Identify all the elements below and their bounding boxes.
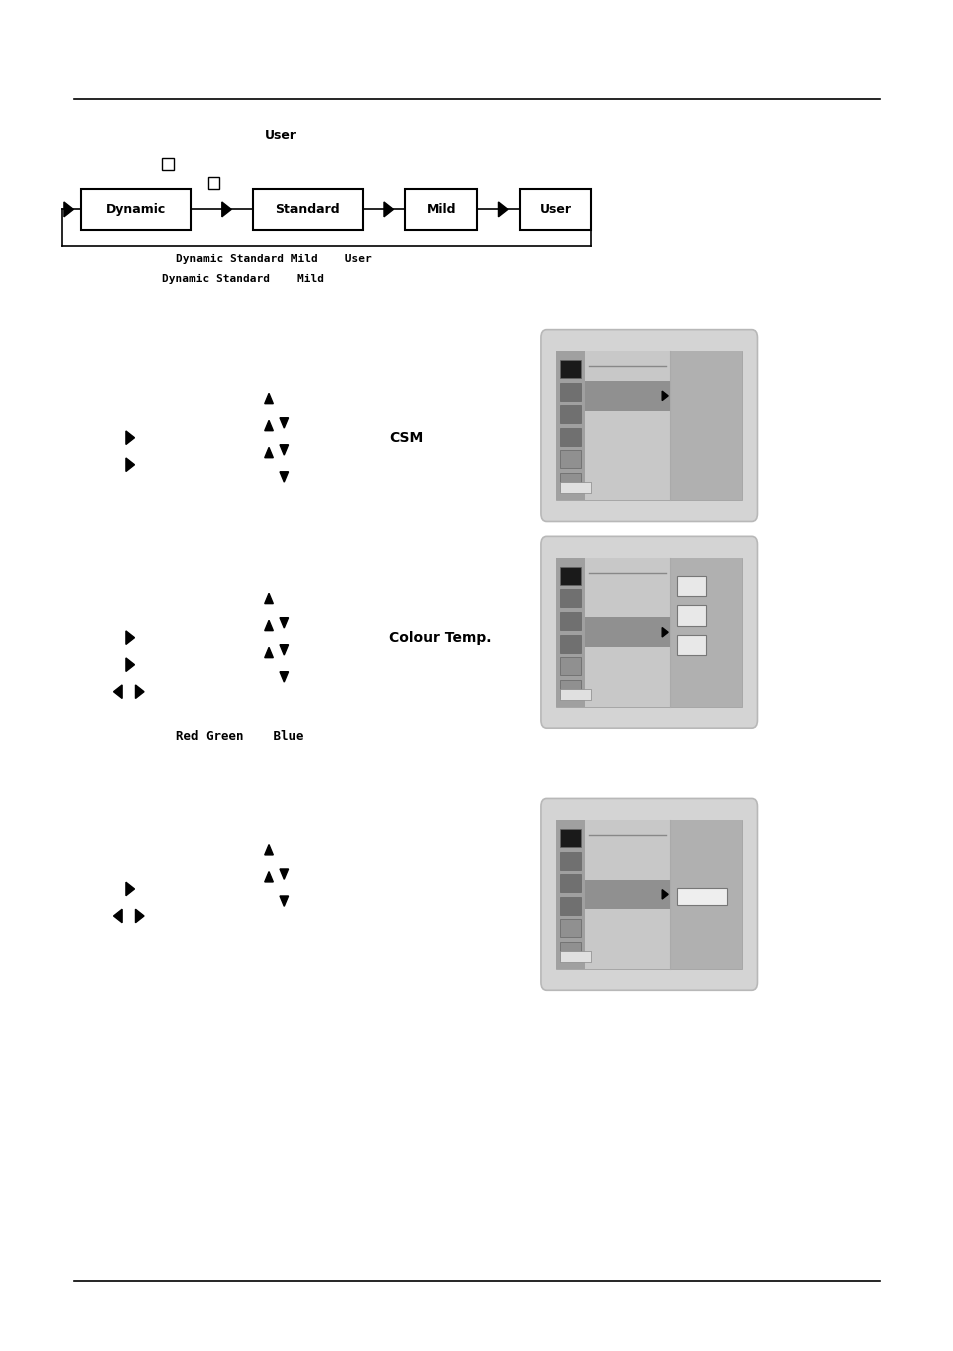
Bar: [559, 589, 580, 608]
Text: CSM: CSM: [389, 431, 423, 444]
Bar: [559, 567, 580, 585]
Text: Red Green    Blue: Red Green Blue: [176, 730, 304, 743]
Polygon shape: [264, 593, 273, 604]
Polygon shape: [264, 420, 273, 431]
Bar: [559, 382, 580, 401]
Text: Standard: Standard: [275, 203, 339, 216]
Bar: [559, 361, 580, 378]
Polygon shape: [661, 392, 667, 401]
Polygon shape: [264, 871, 273, 882]
Bar: [559, 874, 580, 892]
Polygon shape: [383, 203, 393, 216]
Text: User: User: [539, 203, 571, 216]
Bar: [208, 177, 219, 189]
Bar: [519, 189, 591, 230]
Bar: [559, 612, 580, 630]
Bar: [559, 919, 580, 938]
Polygon shape: [280, 671, 288, 682]
Bar: [556, 351, 584, 500]
FancyBboxPatch shape: [540, 536, 757, 728]
Bar: [584, 381, 669, 411]
Polygon shape: [264, 647, 273, 658]
Polygon shape: [113, 909, 122, 923]
Bar: [253, 189, 362, 230]
Bar: [559, 482, 590, 493]
Bar: [556, 558, 741, 707]
Polygon shape: [280, 896, 288, 907]
Bar: [556, 351, 741, 500]
Bar: [677, 888, 726, 905]
Bar: [677, 605, 705, 626]
Text: Dynamic: Dynamic: [106, 203, 166, 216]
Bar: [584, 558, 669, 707]
FancyBboxPatch shape: [540, 330, 757, 521]
Text: Mild: Mild: [426, 203, 456, 216]
Bar: [559, 951, 590, 962]
Polygon shape: [135, 685, 144, 698]
Bar: [559, 680, 580, 697]
Bar: [162, 158, 173, 170]
Polygon shape: [64, 203, 73, 216]
Polygon shape: [661, 628, 667, 638]
Polygon shape: [113, 685, 122, 698]
Bar: [559, 942, 580, 959]
Polygon shape: [280, 417, 288, 428]
Bar: [559, 450, 580, 469]
Bar: [559, 635, 580, 653]
Bar: [556, 820, 584, 969]
Bar: [405, 189, 476, 230]
Bar: [584, 351, 741, 500]
Bar: [556, 558, 584, 707]
Polygon shape: [126, 882, 134, 896]
Bar: [559, 830, 580, 847]
Polygon shape: [264, 393, 273, 404]
Polygon shape: [126, 658, 134, 671]
Bar: [559, 473, 580, 490]
Polygon shape: [264, 447, 273, 458]
Polygon shape: [264, 620, 273, 631]
Bar: [677, 635, 705, 655]
Polygon shape: [264, 844, 273, 855]
Polygon shape: [126, 631, 134, 644]
Polygon shape: [661, 890, 667, 900]
Polygon shape: [135, 909, 144, 923]
Text: Dynamic Standard Mild    User: Dynamic Standard Mild User: [176, 254, 372, 263]
Bar: [559, 405, 580, 423]
FancyBboxPatch shape: [540, 798, 757, 990]
Polygon shape: [126, 431, 134, 444]
Bar: [559, 689, 590, 700]
Text: Colour Temp.: Colour Temp.: [389, 631, 491, 644]
Polygon shape: [280, 617, 288, 628]
Polygon shape: [280, 644, 288, 655]
Bar: [584, 880, 669, 909]
Text: Dynamic Standard    Mild: Dynamic Standard Mild: [162, 274, 324, 284]
Bar: [584, 351, 669, 500]
Bar: [584, 820, 741, 969]
Polygon shape: [126, 458, 134, 471]
Bar: [556, 820, 741, 969]
Bar: [584, 558, 741, 707]
Text: User: User: [265, 128, 297, 142]
Bar: [559, 897, 580, 915]
Bar: [677, 576, 705, 596]
Polygon shape: [221, 203, 231, 216]
Polygon shape: [280, 869, 288, 880]
Polygon shape: [497, 203, 507, 216]
Polygon shape: [280, 471, 288, 482]
Bar: [81, 189, 191, 230]
Bar: [559, 428, 580, 446]
Bar: [559, 851, 580, 870]
Bar: [584, 820, 669, 969]
Bar: [584, 617, 669, 647]
Bar: [559, 657, 580, 676]
Polygon shape: [280, 444, 288, 455]
